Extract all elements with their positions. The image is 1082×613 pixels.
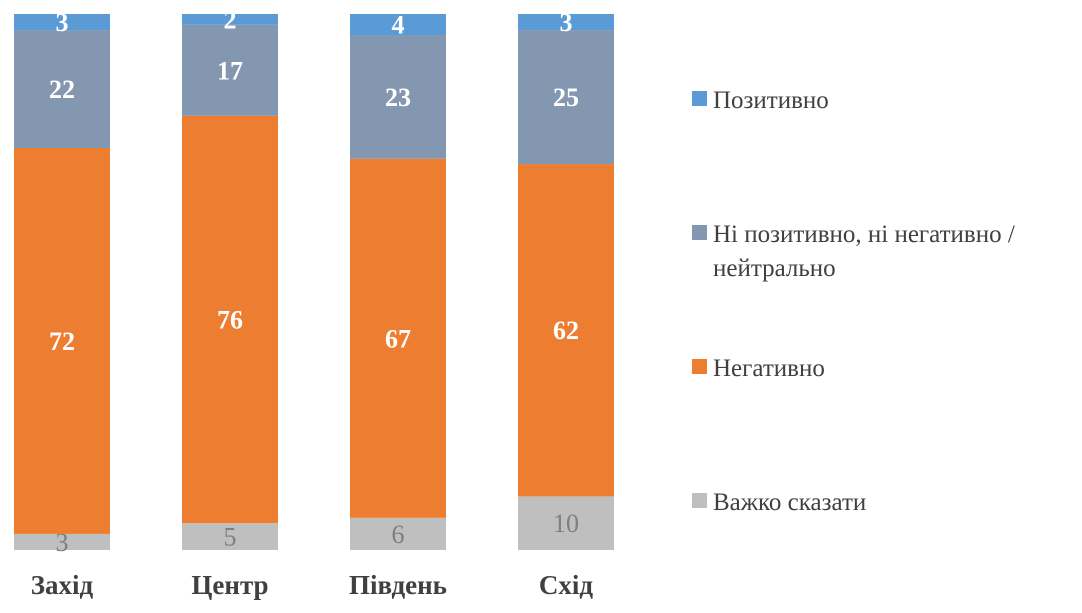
bar-segment-південь-3 xyxy=(350,14,446,36)
bar-segment-захід-2 xyxy=(14,30,110,148)
data-label-південь-2: 23 xyxy=(385,83,411,112)
data-label-центр-3: 2 xyxy=(224,5,237,34)
chart-legend: Позитивно Ні позитивно, ні негативно / не… xyxy=(692,0,1082,613)
data-label-центр-0: 5 xyxy=(224,523,237,552)
bar-segment-захід-3 xyxy=(14,14,110,31)
legend-item-3: Важко сказати xyxy=(692,486,1082,520)
legend-item-0: Позитивно xyxy=(692,84,1082,118)
legend-label: Негативно xyxy=(713,355,825,382)
legend-swatch xyxy=(692,91,707,106)
bar-segment-схід-0 xyxy=(518,496,614,550)
category-label-південь: Південь xyxy=(349,570,447,600)
category-label-центр: Центр xyxy=(191,570,268,600)
bar-segment-центр-2 xyxy=(182,24,278,116)
bar-segment-центр-0 xyxy=(182,523,278,550)
data-label-схід-2: 25 xyxy=(553,83,579,112)
data-label-схід-0: 10 xyxy=(553,509,579,538)
legend-label: Важко сказати xyxy=(713,489,867,516)
bar-segment-захід-1 xyxy=(14,148,110,534)
bar-segment-схід-1 xyxy=(518,164,614,497)
legend-item-1: Ні позитивно, ні негативно / нейтрально xyxy=(692,218,1082,286)
bar-segment-схід-2 xyxy=(518,30,614,165)
data-label-схід-1: 62 xyxy=(553,316,579,345)
category-label-захід: Захід xyxy=(31,570,94,600)
legend-label: Позитивно xyxy=(713,87,829,114)
bar-segment-південь-0 xyxy=(350,517,446,550)
bar-segment-схід-3 xyxy=(518,14,614,31)
bar-segment-захід-0 xyxy=(14,533,110,550)
data-label-центр-1: 76 xyxy=(217,306,243,335)
data-label-південь-3: 4 xyxy=(392,11,405,40)
data-label-захід-1: 72 xyxy=(49,327,75,356)
category-label-схід: Схід xyxy=(539,570,594,600)
data-label-захід-3: 3 xyxy=(56,8,69,37)
legend-item-2: Негативно xyxy=(692,352,1082,386)
data-label-південь-0: 6 xyxy=(392,520,405,549)
bar-segment-центр-1 xyxy=(182,115,278,524)
bar-segment-південь-1 xyxy=(350,158,446,518)
bar-segment-південь-2 xyxy=(350,35,446,159)
legend-swatch xyxy=(692,225,707,240)
data-label-центр-2: 17 xyxy=(217,56,243,85)
legend-label: Ні позитивно, ні негативно / нейтрально xyxy=(713,221,1015,282)
data-label-схід-3: 3 xyxy=(560,8,573,37)
bar-segment-центр-3 xyxy=(182,14,278,25)
legend-swatch xyxy=(692,493,707,508)
data-label-південь-1: 67 xyxy=(385,324,411,353)
data-label-захід-2: 22 xyxy=(49,75,75,104)
data-label-захід-0: 3 xyxy=(56,528,69,557)
legend-swatch xyxy=(692,359,707,374)
stacked-bar-chart: 3 72 22 3 Захід 5 76 17 2 Центр 6 67 23 4 Південь 10 62 2… xyxy=(14,5,614,600)
